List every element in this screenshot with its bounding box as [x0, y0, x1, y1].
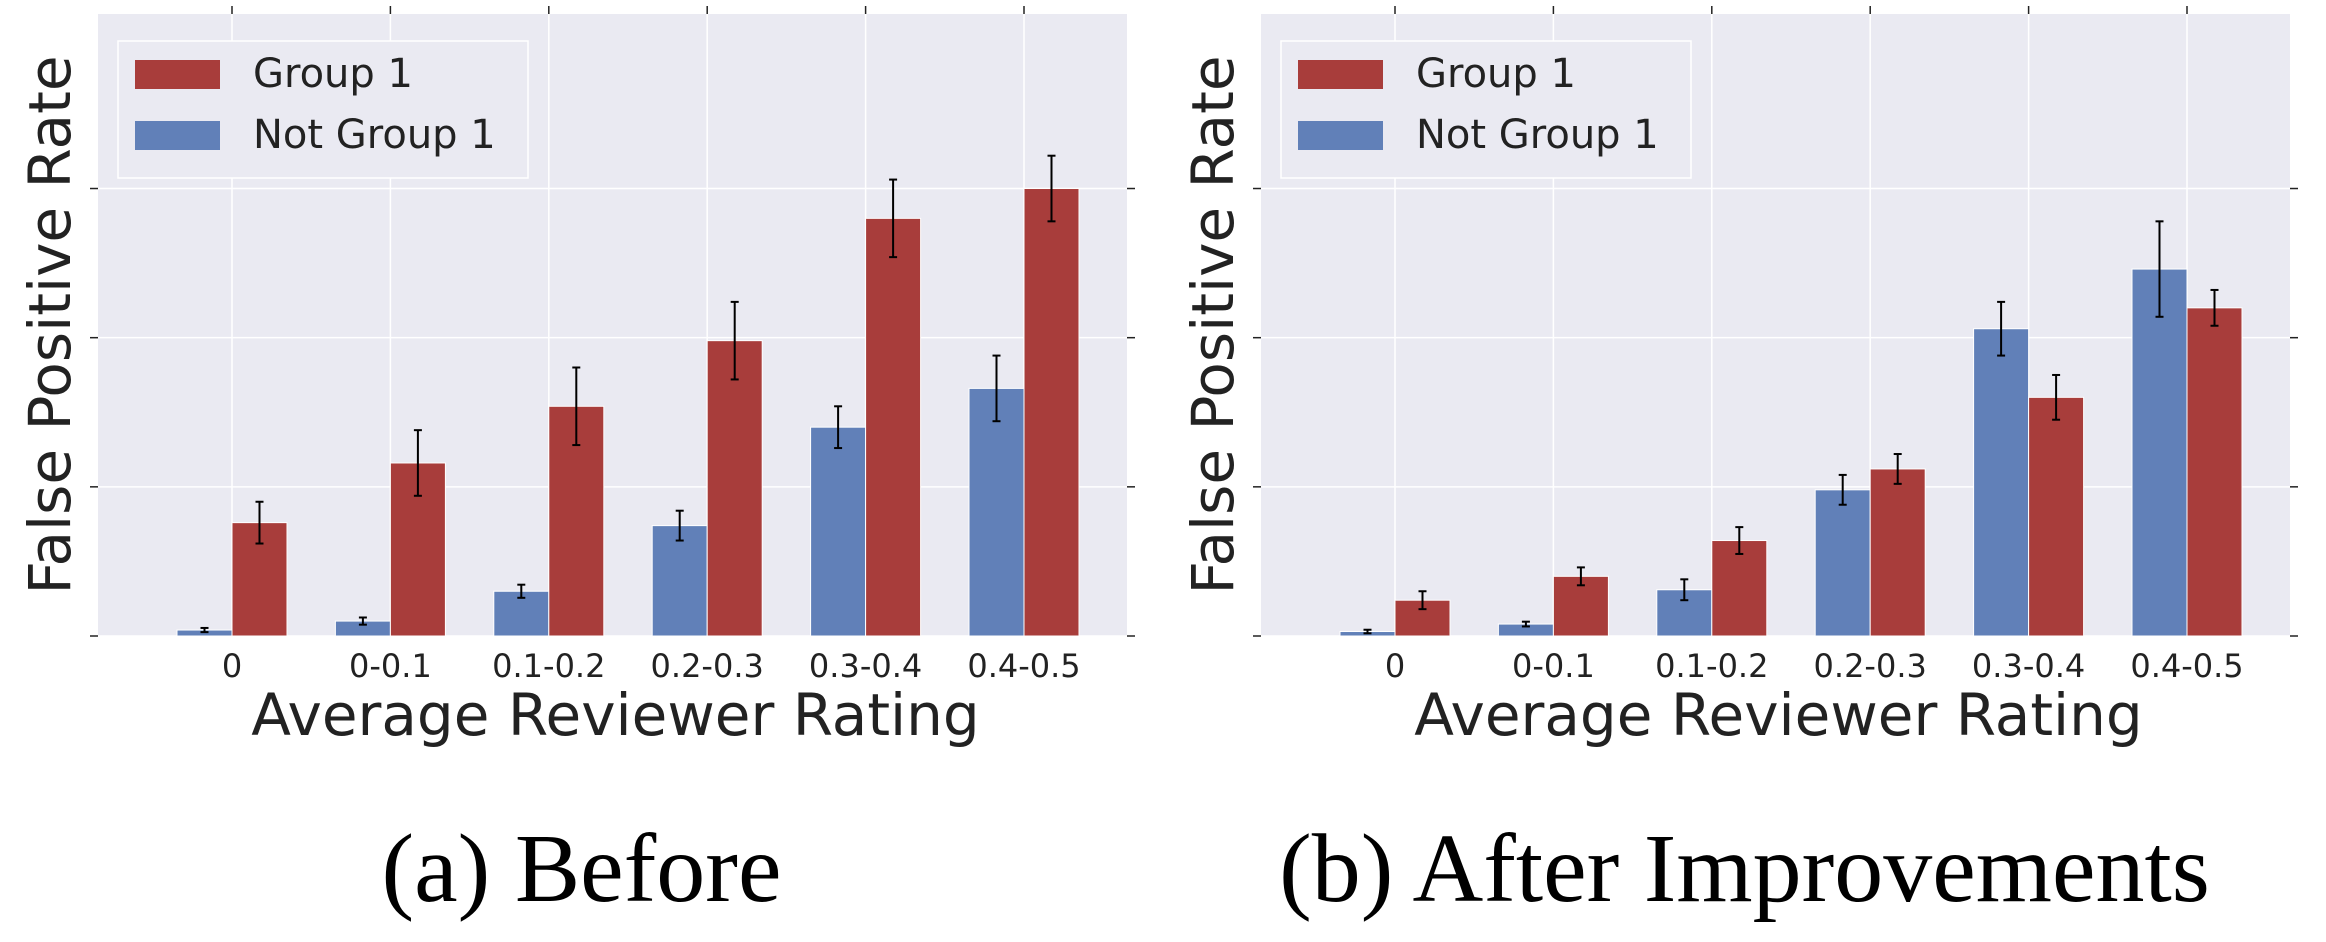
legend-label-group1: Group 1 — [253, 51, 413, 97]
x-tick-label: 0.2-0.3 — [651, 647, 764, 685]
legend-swatch-not-group1 — [1298, 121, 1383, 150]
bar-group1 — [2186, 307, 2243, 637]
caption-after: (b) After Improvements — [1279, 815, 2210, 923]
bar-not-group1 — [2131, 268, 2188, 637]
x-axis-label: Average Reviewer Rating — [1414, 681, 2143, 749]
chart-panel-after: 0 0-0.1 0.1-0.2 0.2-0.3 0.3-0.4 0.4-0.5 Averag… — [1163, 0, 2326, 942]
x-tick-label: 0.3-0.4 — [809, 647, 922, 685]
x-tick-label: 0-0.1 — [349, 647, 432, 685]
bar-not-group1 — [810, 426, 867, 637]
bar-group1 — [1711, 540, 1768, 637]
legend-swatch-group1 — [1298, 60, 1383, 89]
legend: Group 1 Not Group 1 — [1280, 40, 1692, 179]
bar-group1 — [1023, 188, 1080, 637]
y-axis-label: False Positive Rate — [16, 55, 84, 594]
x-axis-label: Average Reviewer Rating — [251, 681, 980, 749]
chart-after: 0 0-0.1 0.1-0.2 0.2-0.3 0.3-0.4 0.4-0.5Averag… — [1179, 6, 2298, 749]
bar-not-group1 — [651, 525, 708, 637]
x-tick-label: 0 — [1385, 647, 1405, 685]
x-tick-label: 0-0.1 — [1512, 647, 1595, 685]
legend-label-not-group1: Not Group 1 — [253, 112, 496, 158]
bar-group1 — [2028, 396, 2085, 637]
legend-swatch-group1 — [135, 60, 220, 89]
legend-swatch-not-group1 — [135, 121, 220, 150]
legend-label-group1: Group 1 — [1416, 51, 1576, 97]
legend: Group 1 Not Group 1 — [117, 40, 529, 179]
chart-before: 0 0-0.1 0.1-0.2 0.2-0.3 0.3-0.4 0.4-0.5Averag… — [16, 6, 1135, 749]
bar-not-group1 — [1814, 489, 1871, 637]
x-tick-label: 0.3-0.4 — [1972, 647, 2085, 685]
x-tick-label: 0.1-0.2 — [492, 647, 605, 685]
chart-panel-before: 0 0-0.1 0.1-0.2 0.2-0.3 0.3-0.4 0.4-0.5 Averag… — [16, 6, 1135, 923]
x-tick-label: 0.1-0.2 — [1655, 647, 1768, 685]
x-tick-label: 0 — [222, 647, 242, 685]
bar-not-group1 — [968, 387, 1025, 637]
caption-before: (a) Before — [381, 815, 782, 923]
bar-group1 — [1869, 468, 1926, 637]
bar-group1 — [706, 340, 763, 637]
legend-label-not-group1: Not Group 1 — [1416, 112, 1659, 158]
bar-not-group1 — [1973, 328, 2030, 637]
x-tick-label: 0.2-0.3 — [1814, 647, 1927, 685]
x-tick-label: 0.4-0.5 — [967, 647, 1080, 685]
x-tick-label: 0.4-0.5 — [2130, 647, 2243, 685]
y-axis-label: False Positive Rate — [1179, 55, 1247, 594]
bar-group1 — [865, 217, 922, 637]
